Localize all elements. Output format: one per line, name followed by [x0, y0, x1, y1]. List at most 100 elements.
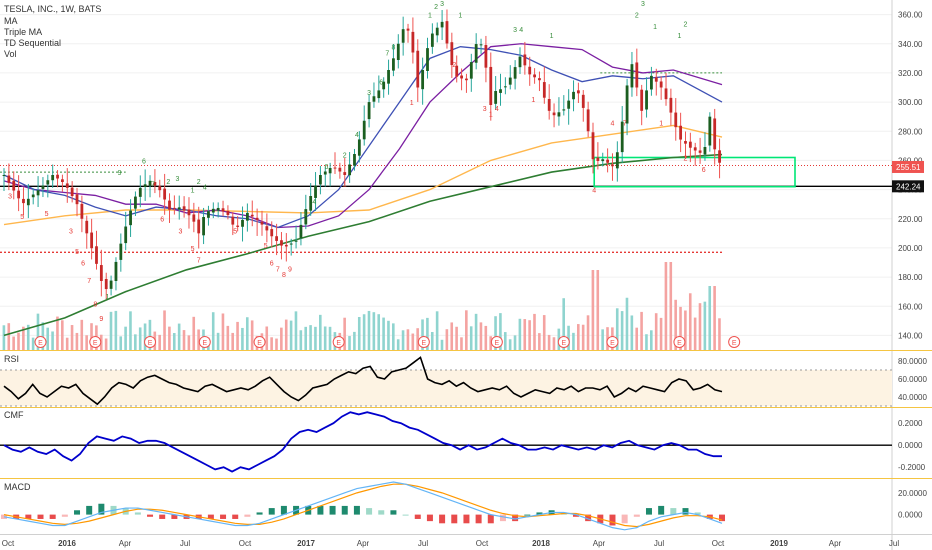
td-count-up: 2 [166, 179, 170, 186]
candle-body [611, 164, 614, 167]
candle-body [197, 219, 201, 234]
candles [2, 9, 721, 300]
candle-body [65, 183, 69, 188]
td-count-up: 1 [303, 211, 307, 218]
rsi-title[interactable]: RSI [4, 354, 19, 364]
volume-bar [226, 325, 230, 350]
time-tick-label: Jul [418, 539, 428, 548]
volume-bar [56, 316, 59, 350]
volume-bar [289, 320, 293, 350]
candle-body [143, 184, 147, 187]
volume-bar [357, 317, 361, 350]
candle-body [85, 220, 89, 234]
candle-body [250, 214, 254, 217]
candle-body [367, 102, 371, 120]
td-count-up: 7 [151, 182, 155, 189]
volume-bar [450, 322, 454, 350]
earnings-marker[interactable]: E [144, 336, 157, 348]
td-count-up: 3 [440, 1, 444, 8]
volume-bar [26, 324, 30, 350]
indicator-triple-ma[interactable]: Triple MA [4, 27, 42, 37]
volume-bar [314, 326, 317, 350]
earnings-marker[interactable]: E [198, 336, 211, 348]
earnings-marker[interactable]: E [417, 336, 430, 348]
td-count-up: 3 [513, 27, 517, 34]
volume-bar [61, 320, 64, 350]
candle-body [177, 207, 181, 210]
candle-body [280, 240, 283, 246]
ma-orange-line [3, 124, 723, 226]
volume-bar [674, 299, 677, 350]
earnings-marker[interactable]: E [490, 336, 503, 348]
earnings-marker[interactable]: E [89, 336, 102, 348]
earnings-label: E [257, 340, 262, 347]
volume-bar [688, 293, 692, 350]
candle-body [382, 81, 386, 90]
macd-histogram-bar [572, 514, 579, 517]
indicator-ma[interactable]: MA [4, 16, 18, 26]
candle-body [620, 121, 624, 153]
volume-bar [484, 325, 488, 350]
earnings-marker[interactable]: E [253, 336, 266, 348]
td-count-down: 1 [343, 182, 347, 189]
volume-bar [703, 301, 707, 350]
earnings-label: E [38, 340, 43, 347]
volume-bar [294, 311, 298, 350]
volume-bar [187, 335, 191, 350]
candle-body [489, 66, 493, 105]
candle-body [114, 261, 118, 281]
earnings-circle [557, 336, 570, 348]
candle-body [455, 65, 459, 77]
candle-body [484, 45, 488, 68]
td-count-up: 1 [191, 188, 195, 195]
chart-title: TESLA, INC., 1W, BATS [4, 4, 101, 14]
candle-body [221, 208, 225, 212]
volume-bar [284, 319, 288, 350]
candle-body [557, 112, 561, 117]
earnings-marker[interactable]: E [557, 336, 570, 348]
td-count-down: 7 [276, 266, 280, 273]
earnings-marker[interactable]: E [606, 336, 619, 348]
candle-body [401, 29, 405, 43]
earnings-marker[interactable]: E [332, 336, 345, 348]
candle-body [494, 91, 498, 104]
candle-body [70, 187, 74, 196]
candle-body [80, 203, 84, 219]
candle-body [640, 89, 644, 111]
volume-bar [36, 313, 40, 350]
earnings-label: E [561, 340, 566, 347]
volume-bar [615, 308, 619, 350]
macd-title[interactable]: MACD [4, 482, 31, 492]
time-tick-label: Jul [889, 539, 899, 548]
time-tick-label: 2016 [58, 539, 76, 548]
volume-bar [362, 314, 366, 350]
earnings-circle [417, 336, 430, 348]
candle-body [36, 190, 40, 196]
cmf-panel: -0.2000 0.0000 0.2000 [0, 411, 932, 479]
indicator-vol[interactable]: Vol [4, 49, 17, 59]
volume-bars [2, 262, 721, 350]
indicator-td-sequential[interactable]: TD Sequential [4, 38, 61, 48]
candle-body [22, 198, 25, 204]
cmf-title[interactable]: CMF [4, 410, 24, 420]
candle-body [323, 171, 327, 175]
td-count-down: 3 [483, 106, 487, 113]
macd-line [3, 481, 723, 531]
td-count-up: 1 [105, 294, 109, 301]
candle-body [606, 159, 610, 163]
cmf-line [3, 411, 722, 473]
volume-bar [596, 270, 600, 350]
macd-histogram-bar [658, 505, 665, 515]
candle-body [265, 226, 269, 231]
volume-bar [143, 323, 147, 350]
candle-body [688, 141, 692, 148]
volume-bar [684, 310, 687, 350]
earnings-marker[interactable]: E [34, 336, 47, 348]
earnings-marker[interactable]: E [673, 336, 686, 348]
candle-body [46, 180, 50, 185]
earnings-marker[interactable]: E [728, 336, 741, 348]
td-count-up: 1 [550, 33, 554, 40]
macd-histogram-bar [147, 514, 154, 517]
rsi-tick-label: 60.0000 [898, 375, 927, 384]
macd-histogram-bar [244, 514, 251, 517]
